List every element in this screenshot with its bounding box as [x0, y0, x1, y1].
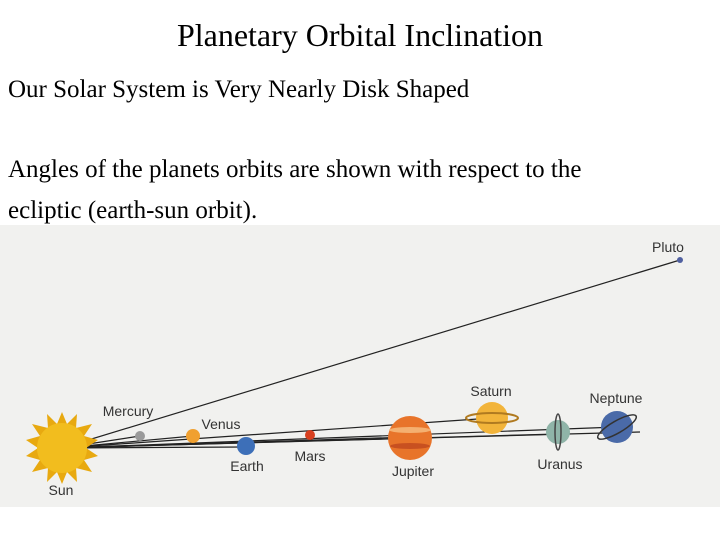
mercury: [135, 431, 145, 441]
pluto: [677, 257, 683, 263]
earth: [237, 437, 255, 455]
label-pluto: Pluto: [652, 239, 684, 255]
neptune: [596, 411, 638, 443]
jupiter: [388, 416, 432, 460]
mars: [305, 430, 315, 440]
label-neptune: Neptune: [590, 390, 643, 406]
label-venus: Venus: [202, 416, 241, 432]
label-earth: Earth: [230, 458, 263, 474]
label-uranus: Uranus: [537, 456, 582, 472]
label-saturn: Saturn: [470, 383, 511, 399]
sun: [26, 412, 98, 484]
label-sun: Sun: [49, 482, 74, 498]
diagram: Pluto Mercury Venus Earth Mars Jupiter S…: [0, 225, 720, 507]
label-mercury: Mercury: [103, 403, 154, 419]
label-mars: Mars: [294, 448, 325, 464]
diagram-background: [0, 225, 720, 507]
uranus: [546, 413, 570, 451]
text-line: Our Solar System is Very Nearly Disk Sha…: [8, 76, 470, 103]
title: Planetary Orbital Inclination: [177, 17, 543, 53]
text-line: Angles of the planets orbits are shown w…: [8, 156, 581, 183]
saturn: [465, 402, 519, 434]
label-jupiter: Jupiter: [392, 463, 434, 479]
text-line: ecliptic (earth-sun orbit).: [8, 197, 257, 224]
venus: [186, 429, 200, 443]
orbit-lines: [61, 259, 681, 449]
